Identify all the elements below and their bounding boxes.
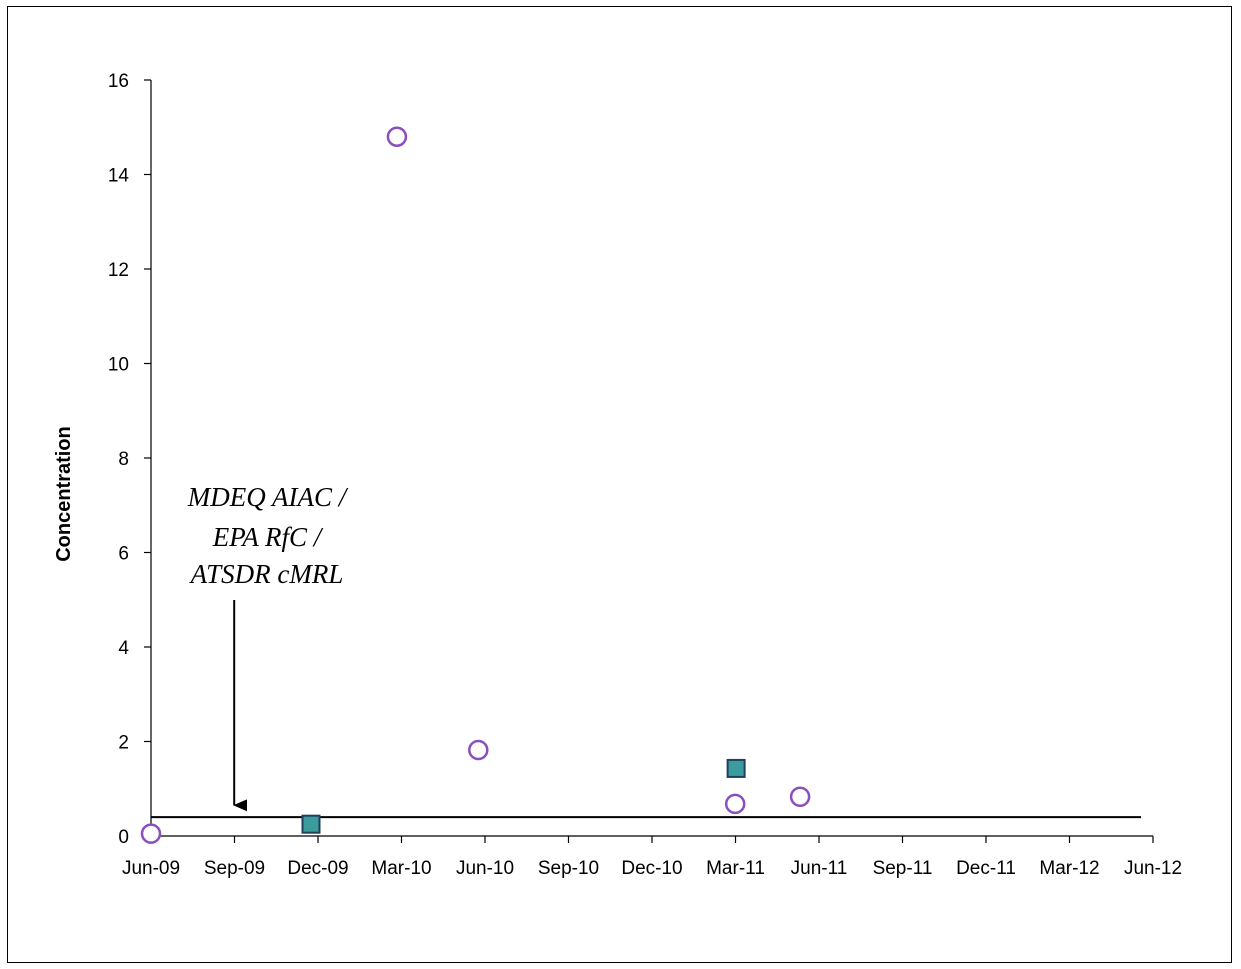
y-tick-label: 12 <box>108 260 129 281</box>
x-tick-label: Jun-11 <box>791 858 848 879</box>
annotation-line-2: EPA RfC / <box>212 522 324 552</box>
y-tick-label: 2 <box>118 733 129 754</box>
circle-marker <box>140 823 162 844</box>
x-tick-label: Jun-12 <box>1124 858 1182 879</box>
x-tick-label: Mar-12 <box>1039 858 1099 879</box>
x-axis-ticks: Jun-09 Sep-09 Dec-09 Mar-10 Jun-10 Sep-10 Dec-… <box>122 836 1182 879</box>
x-tick-label: Sep-11 <box>873 858 933 879</box>
circle-marker <box>789 786 811 808</box>
x-tick-label: Dec-10 <box>621 858 682 879</box>
circle-marker <box>468 739 489 761</box>
x-tick-label: Dec-09 <box>287 858 348 879</box>
y-tick-label: 0 <box>118 827 129 848</box>
y-tick-label: 10 <box>108 355 129 376</box>
x-tick-label: Jun-10 <box>456 858 514 879</box>
square-marker <box>301 814 321 834</box>
y-tick-label: 14 <box>108 166 130 187</box>
circle-marker <box>386 126 408 147</box>
reference-annotation: MDEQ AIAC / EPA RfC / ATSDR cMRL <box>187 482 349 812</box>
x-tick-label: Sep-09 <box>204 858 265 879</box>
x-tick-label: Mar-11 <box>706 858 765 879</box>
chart-frame <box>7 6 1232 963</box>
y-tick-label: 8 <box>118 449 129 470</box>
y-tick-label: 16 <box>108 71 129 92</box>
x-tick-label: Dec-11 <box>956 858 1016 879</box>
square-marker <box>726 758 746 778</box>
y-tick-label: 4 <box>118 638 129 659</box>
y-axis-ticks: 0 2 4 6 8 10 12 14 16 <box>108 71 151 848</box>
circle-marker <box>724 793 746 815</box>
x-tick-label: Sep-10 <box>538 858 599 879</box>
data-points <box>140 126 811 844</box>
annotation-line-1: MDEQ AIAC / <box>187 482 349 512</box>
y-tick-label: 6 <box>118 544 129 565</box>
x-tick-label: Jun-09 <box>122 858 180 879</box>
annotation-line-3: ATSDR cMRL <box>189 559 344 589</box>
y-axis-title: Concentration <box>53 426 75 562</box>
x-tick-label: Mar-10 <box>371 858 431 879</box>
